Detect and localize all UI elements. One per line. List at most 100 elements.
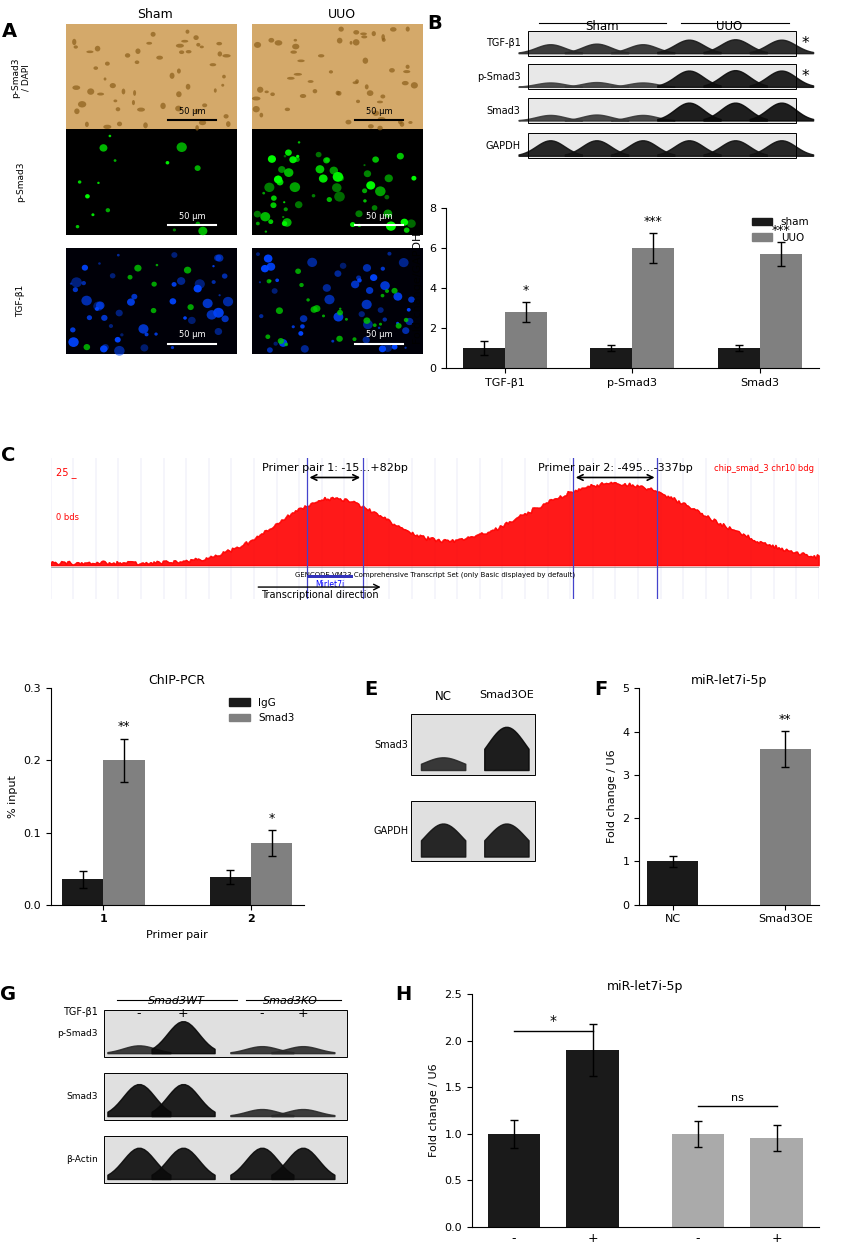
Ellipse shape xyxy=(137,108,145,111)
Circle shape xyxy=(271,195,277,200)
Circle shape xyxy=(371,205,377,210)
Circle shape xyxy=(215,254,224,262)
Bar xyxy=(412,715,535,775)
Text: ***: *** xyxy=(644,215,663,228)
Text: Smad3: Smad3 xyxy=(486,105,521,115)
Bar xyxy=(104,760,145,905)
Circle shape xyxy=(214,254,221,262)
Ellipse shape xyxy=(95,46,100,51)
Circle shape xyxy=(268,219,273,224)
Circle shape xyxy=(283,202,285,203)
Ellipse shape xyxy=(371,31,376,36)
Text: GAPDH: GAPDH xyxy=(485,140,521,150)
Circle shape xyxy=(171,282,176,287)
Ellipse shape xyxy=(218,51,222,56)
Circle shape xyxy=(155,264,158,267)
Circle shape xyxy=(361,299,371,309)
Ellipse shape xyxy=(176,105,182,111)
Circle shape xyxy=(188,317,196,324)
Ellipse shape xyxy=(156,55,163,60)
Circle shape xyxy=(338,175,344,182)
Circle shape xyxy=(382,318,387,322)
Text: 50 μm: 50 μm xyxy=(365,106,392,115)
Circle shape xyxy=(370,274,377,280)
Ellipse shape xyxy=(318,54,324,58)
Text: -: - xyxy=(260,1007,264,1020)
Circle shape xyxy=(362,188,367,193)
Circle shape xyxy=(264,254,273,263)
Ellipse shape xyxy=(338,26,344,31)
Circle shape xyxy=(316,151,322,158)
Circle shape xyxy=(214,328,222,336)
Circle shape xyxy=(70,283,73,284)
Circle shape xyxy=(170,298,176,304)
Circle shape xyxy=(295,202,302,208)
Circle shape xyxy=(401,219,408,225)
Text: Transcriptional direction: Transcriptional direction xyxy=(261,590,378,600)
Circle shape xyxy=(116,309,122,317)
Text: Primer pair 1: -15...+82bp: Primer pair 1: -15...+82bp xyxy=(262,463,408,473)
Circle shape xyxy=(109,135,111,138)
Bar xyxy=(105,1136,347,1183)
Circle shape xyxy=(364,170,371,178)
Bar xyxy=(528,134,796,158)
Text: UUO: UUO xyxy=(327,8,355,20)
Circle shape xyxy=(282,217,284,218)
Circle shape xyxy=(375,187,386,197)
Circle shape xyxy=(329,167,338,174)
Circle shape xyxy=(393,293,403,300)
Ellipse shape xyxy=(72,39,76,45)
Ellipse shape xyxy=(294,39,297,41)
Ellipse shape xyxy=(254,41,261,48)
Circle shape xyxy=(383,344,392,352)
Ellipse shape xyxy=(363,58,368,64)
Text: 50 μm: 50 μm xyxy=(179,331,206,339)
X-axis label: Primer pair: Primer pair xyxy=(146,930,208,940)
Ellipse shape xyxy=(117,121,122,126)
Circle shape xyxy=(264,183,274,192)
Ellipse shape xyxy=(367,90,373,96)
Ellipse shape xyxy=(103,125,111,129)
Bar xyxy=(412,801,535,861)
Circle shape xyxy=(387,252,392,255)
Bar xyxy=(412,715,535,775)
Ellipse shape xyxy=(345,120,351,124)
Circle shape xyxy=(277,179,284,185)
Text: TGF-β1: TGF-β1 xyxy=(485,39,521,49)
Text: H: H xyxy=(396,984,412,1004)
Ellipse shape xyxy=(74,109,79,114)
Ellipse shape xyxy=(284,108,290,111)
Circle shape xyxy=(323,158,330,164)
Ellipse shape xyxy=(372,110,379,116)
Ellipse shape xyxy=(78,101,86,108)
Circle shape xyxy=(102,344,109,351)
Circle shape xyxy=(379,323,382,326)
Circle shape xyxy=(91,213,95,217)
Ellipse shape xyxy=(132,100,135,105)
Text: β-Actin: β-Actin xyxy=(66,1154,98,1164)
Circle shape xyxy=(221,316,229,322)
Ellipse shape xyxy=(135,60,139,64)
Circle shape xyxy=(114,159,116,162)
Ellipse shape xyxy=(170,73,175,79)
Ellipse shape xyxy=(377,100,383,104)
Ellipse shape xyxy=(259,113,263,118)
Circle shape xyxy=(404,347,407,349)
Ellipse shape xyxy=(224,114,229,119)
Bar xyxy=(251,844,292,905)
Circle shape xyxy=(363,321,373,329)
Circle shape xyxy=(195,165,201,172)
Text: *: * xyxy=(802,69,809,84)
Circle shape xyxy=(289,156,297,163)
Ellipse shape xyxy=(408,121,413,124)
Circle shape xyxy=(265,230,267,233)
Circle shape xyxy=(265,334,270,339)
Bar xyxy=(105,1010,347,1057)
Ellipse shape xyxy=(274,40,283,45)
Text: E: E xyxy=(364,680,377,699)
Ellipse shape xyxy=(287,76,295,80)
Circle shape xyxy=(313,305,321,312)
Ellipse shape xyxy=(377,125,382,130)
Bar xyxy=(105,1010,347,1057)
Circle shape xyxy=(324,294,334,304)
